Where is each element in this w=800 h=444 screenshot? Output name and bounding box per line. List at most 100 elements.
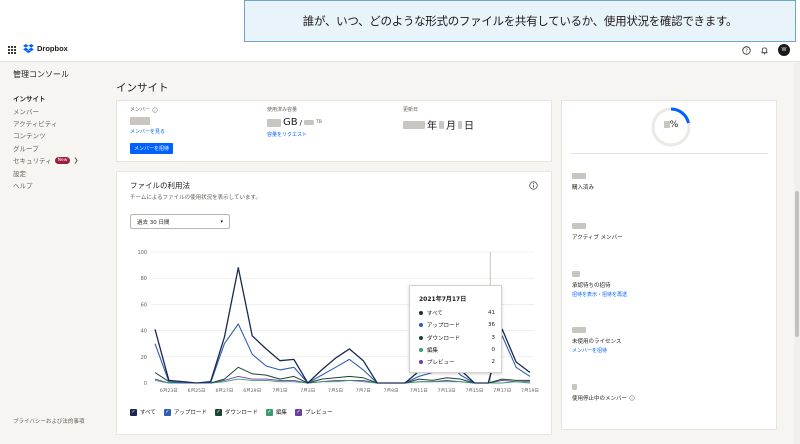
sidebar-title: 管理コンソール: [13, 70, 69, 79]
top-right-controls: ? W: [742, 44, 790, 56]
y-tick-label: 20: [141, 355, 147, 361]
redacted-value: [572, 271, 580, 277]
sidebar-item-activity[interactable]: アクティビティ: [13, 117, 78, 129]
tooltip-label: 編集: [427, 348, 439, 355]
view-members-link[interactable]: メンバーを見る: [130, 129, 166, 135]
legend-item-preview[interactable]: ✓ プレビュー: [294, 408, 333, 416]
redacted-value: [403, 120, 425, 129]
series-dot: [419, 323, 423, 328]
x-tick-label: 7月19日: [521, 388, 539, 392]
dropbox-box-icon: [23, 44, 34, 53]
legend-label: 編集: [275, 410, 287, 416]
chevron-right-icon: ❯: [73, 156, 79, 164]
series-dot: [419, 348, 423, 353]
sidebar-item-label: アクティビティ: [13, 119, 58, 128]
tooltip-value: 41: [488, 310, 495, 317]
x-tick-label: 7月7日: [356, 388, 371, 392]
tooltip-row: すべて 41: [419, 307, 495, 319]
stat-purchased: 購入済み: [572, 173, 594, 191]
tooltip-value: 36: [488, 322, 495, 329]
legend-item-download[interactable]: ✓ ダウンロード: [214, 408, 258, 416]
checkbox-icon: ✓: [214, 408, 222, 416]
stat-unused-licenses: 未使用のライセンス メンバーを招待: [572, 327, 621, 354]
apps-grid-icon[interactable]: [8, 46, 16, 54]
series-line-2: [154, 323, 531, 384]
tooltip-rows: すべて 41 アップロード 36 ダウンロード 3 編集 0 プレビュー 2: [419, 307, 495, 368]
avatar[interactable]: W: [778, 44, 790, 56]
svg-text:?: ?: [745, 48, 748, 54]
sidebar-item-members[interactable]: メンバー: [13, 104, 78, 116]
x-tick-label: 7月5日: [328, 388, 343, 392]
summary-card: メンバー メンバーを見る メンバーを招待 使用済み容量 GB / TB 容量をリ…: [116, 100, 552, 162]
x-tick-label: 7月9日: [384, 388, 399, 392]
renewal-day-suffix: 日: [464, 121, 474, 132]
redacted-value: [572, 223, 586, 229]
legend-item-edit[interactable]: ✓ 編集: [265, 408, 287, 416]
renewal-column: 更新日 年 月 日: [403, 106, 474, 132]
info-icon[interactable]: [529, 181, 538, 190]
series-line-3: [154, 366, 530, 384]
bell-icon[interactable]: [760, 46, 769, 55]
x-tick-label: 7月3日: [300, 388, 315, 392]
redacted-value: [572, 384, 577, 390]
help-icon[interactable]: ?: [742, 45, 751, 55]
tooltip-value: 2: [491, 359, 496, 366]
legend-item-all[interactable]: ✓ すべて: [130, 408, 156, 416]
sidebar: 管理コンソール インサイト メンバー アクティビティ コンテンツ グループ セキ…: [0, 63, 108, 444]
invite-members-link[interactable]: メンバーを招待: [572, 348, 608, 354]
sidebar-item-groups[interactable]: グループ: [13, 142, 78, 154]
legend-label: アップロード: [173, 410, 207, 416]
info-icon[interactable]: [152, 106, 158, 113]
sidebar-item-label: インサイト: [13, 95, 46, 104]
legend-item-upload[interactable]: ✓ アップロード: [163, 408, 207, 416]
date-range-select[interactable]: 過去 30 日間 ▾: [130, 214, 230, 229]
x-tick-label: 7月11日: [410, 388, 428, 392]
redacted-value: [663, 121, 670, 128]
sidebar-item-settings[interactable]: 設定: [13, 166, 78, 178]
legend-label: ダウンロード: [224, 410, 258, 416]
tooltip-row: 編集 0: [419, 344, 495, 356]
page-scrollbar[interactable]: [794, 63, 800, 444]
legend-label: プレビュー: [304, 410, 333, 416]
legend-label: すべて: [140, 410, 156, 416]
stat-suspended-members: 使用停止中のメンバー: [572, 384, 635, 402]
x-tick-label: 6月27日: [215, 388, 233, 392]
sidebar-item-insights[interactable]: インサイト: [13, 92, 78, 104]
license-summary-card: % 購入済み アクティブ メンバー 承認待ちの招待 招待を表示・招待を再送 未使…: [561, 100, 777, 430]
page-title: インサイト: [116, 82, 169, 94]
dropbox-logo[interactable]: Dropbox: [23, 44, 68, 53]
redacted-value: [572, 327, 586, 333]
tooltip-label: プレビュー: [427, 360, 455, 367]
x-tick-label: 7月13日: [438, 388, 456, 392]
view-resend-invites-link[interactable]: 招待を表示・招待を再送: [572, 292, 628, 298]
stat-pending-invites: 承認待ちの招待 招待を表示・招待を再送: [572, 271, 627, 298]
stat-label: アクティブ メンバー: [572, 235, 623, 241]
renewal-month-suffix: 月: [446, 121, 456, 132]
stat-label: 承認待ちの招待: [572, 283, 611, 289]
y-tick-label: 40: [141, 329, 147, 335]
x-tick-label: 6月25日: [188, 388, 206, 392]
storage-column: 使用済み容量 GB / TB 容量をリクエスト: [267, 106, 322, 138]
series-dot: [419, 360, 423, 365]
redacted-value: [572, 173, 586, 179]
members-column: メンバー メンバーを見る メンバーを招待: [130, 106, 174, 154]
stat-label: 使用停止中のメンバー: [572, 396, 628, 402]
tooltip-row: プレビュー 2: [419, 356, 495, 368]
sidebar-item-help[interactable]: ヘルプ: [13, 179, 78, 191]
info-icon[interactable]: [629, 395, 635, 401]
sidebar-nav: インサイト メンバー アクティビティ コンテンツ グループ セキュリティ New…: [13, 92, 78, 191]
tooltip-row: ダウンロード 3: [419, 332, 495, 344]
sidebar-item-security[interactable]: セキュリティ New ❯: [13, 154, 78, 166]
series-line-4: [154, 378, 531, 384]
sidebar-item-label: 設定: [13, 169, 26, 178]
storage-separator: /: [299, 118, 302, 127]
divider: [570, 153, 768, 154]
checkbox-icon: ✓: [294, 408, 302, 416]
request-storage-link[interactable]: 容量をリクエスト: [267, 132, 308, 138]
y-tick-label: 60: [141, 302, 147, 308]
scrollbar-thumb[interactable]: [795, 191, 799, 337]
privacy-legal-link[interactable]: プライバシーおよび法的事項: [13, 419, 85, 425]
invite-members-button[interactable]: メンバーを招待: [130, 143, 174, 154]
sidebar-item-content[interactable]: コンテンツ: [13, 129, 78, 141]
tooltip-label: ダウンロード: [427, 335, 461, 342]
